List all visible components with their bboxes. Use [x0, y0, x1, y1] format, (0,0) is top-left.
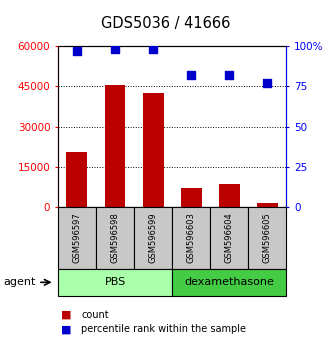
Text: agent: agent [3, 277, 36, 287]
Text: dexamethasone: dexamethasone [184, 277, 274, 287]
Bar [58, 269, 172, 296]
Point [188, 72, 194, 78]
Point [226, 72, 232, 78]
Text: ■: ■ [61, 310, 72, 320]
Text: GSM596605: GSM596605 [263, 212, 272, 263]
Text: GSM596604: GSM596604 [225, 212, 234, 263]
Bar [219, 184, 240, 207]
Bar [172, 269, 286, 296]
Text: GSM596598: GSM596598 [111, 212, 119, 263]
Bar [172, 207, 210, 269]
Bar [248, 207, 286, 269]
Bar [105, 85, 125, 207]
Text: PBS: PBS [104, 277, 126, 287]
Text: GSM596603: GSM596603 [187, 212, 196, 263]
Bar [257, 203, 278, 207]
Text: count: count [81, 310, 109, 320]
Bar [210, 207, 248, 269]
Bar [96, 207, 134, 269]
Text: GDS5036 / 41666: GDS5036 / 41666 [101, 16, 230, 31]
Text: percentile rank within the sample: percentile rank within the sample [81, 324, 246, 334]
Bar [134, 207, 172, 269]
Bar [181, 188, 202, 207]
Text: GSM596597: GSM596597 [72, 212, 81, 263]
Text: GSM596599: GSM596599 [149, 212, 158, 263]
Bar [67, 152, 87, 207]
Point [112, 46, 118, 52]
Bar [143, 93, 164, 207]
Point [264, 80, 270, 86]
Bar [58, 207, 96, 269]
Text: ■: ■ [61, 324, 72, 334]
Point [150, 46, 156, 52]
Point [74, 48, 79, 54]
